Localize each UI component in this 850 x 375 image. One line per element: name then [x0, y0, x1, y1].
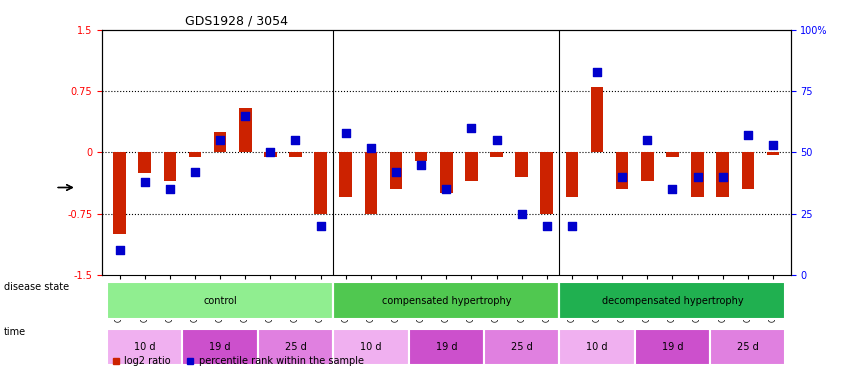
FancyBboxPatch shape [559, 282, 785, 319]
Text: 10 d: 10 d [134, 342, 156, 352]
Text: 19 d: 19 d [209, 342, 231, 352]
FancyBboxPatch shape [710, 329, 785, 366]
FancyBboxPatch shape [107, 329, 183, 366]
FancyBboxPatch shape [484, 329, 559, 366]
Bar [616, 153, 628, 189]
Point [565, 223, 579, 229]
Point [741, 132, 755, 138]
Text: decompensated hypertrophy: decompensated hypertrophy [602, 296, 743, 306]
Point [691, 174, 705, 180]
Text: compensated hypertrophy: compensated hypertrophy [382, 296, 511, 306]
FancyBboxPatch shape [635, 329, 710, 366]
Point [314, 223, 327, 229]
Point [666, 186, 679, 192]
Point [465, 125, 479, 131]
Bar [365, 153, 377, 214]
Bar [189, 153, 201, 157]
Point [113, 248, 127, 254]
Bar [691, 153, 704, 197]
Bar [264, 153, 276, 157]
Point [289, 137, 303, 143]
Point [716, 174, 729, 180]
Bar [314, 153, 327, 214]
Text: 25 d: 25 d [511, 342, 532, 352]
Text: 10 d: 10 d [586, 342, 608, 352]
Text: disease state: disease state [4, 282, 70, 292]
Bar [214, 132, 226, 153]
Text: 25 d: 25 d [737, 342, 759, 352]
Bar [741, 153, 754, 189]
Bar [389, 153, 402, 189]
Bar [666, 153, 678, 157]
Bar [717, 153, 729, 197]
FancyBboxPatch shape [409, 329, 484, 366]
Point [439, 186, 453, 192]
Point [540, 223, 553, 229]
Text: time: time [4, 327, 26, 337]
Point [490, 137, 503, 143]
Point [264, 150, 277, 156]
Point [766, 142, 779, 148]
FancyBboxPatch shape [333, 329, 409, 366]
FancyBboxPatch shape [258, 329, 333, 366]
Text: 19 d: 19 d [661, 342, 683, 352]
Point [515, 211, 529, 217]
Point [188, 169, 201, 175]
Point [163, 186, 177, 192]
Bar [163, 153, 176, 181]
Point [138, 179, 151, 185]
Point [615, 174, 629, 180]
Bar [465, 153, 478, 181]
Text: control: control [203, 296, 237, 306]
Bar [339, 153, 352, 197]
Point [590, 69, 604, 75]
Point [213, 137, 227, 143]
Point [389, 169, 403, 175]
Legend: log2 ratio, percentile rank within the sample: log2 ratio, percentile rank within the s… [107, 352, 368, 370]
FancyBboxPatch shape [559, 329, 635, 366]
FancyBboxPatch shape [183, 329, 258, 366]
Bar [440, 153, 452, 193]
Bar [591, 87, 604, 153]
Bar [113, 153, 126, 234]
Bar [767, 153, 779, 155]
Text: 25 d: 25 d [285, 342, 306, 352]
Bar [565, 153, 578, 197]
Point [640, 137, 654, 143]
Point [364, 145, 377, 151]
FancyBboxPatch shape [107, 282, 333, 319]
Text: GDS1928 / 3054: GDS1928 / 3054 [184, 15, 287, 27]
Text: 19 d: 19 d [435, 342, 457, 352]
Bar [289, 153, 302, 157]
Point [339, 130, 353, 136]
Bar [641, 153, 654, 181]
Point [414, 162, 428, 168]
Bar [139, 153, 151, 173]
Bar [541, 153, 553, 214]
Bar [515, 153, 528, 177]
FancyBboxPatch shape [333, 282, 559, 319]
Text: 10 d: 10 d [360, 342, 382, 352]
Point [239, 113, 252, 119]
Bar [239, 108, 252, 153]
Bar [490, 153, 503, 157]
Bar [415, 153, 428, 160]
